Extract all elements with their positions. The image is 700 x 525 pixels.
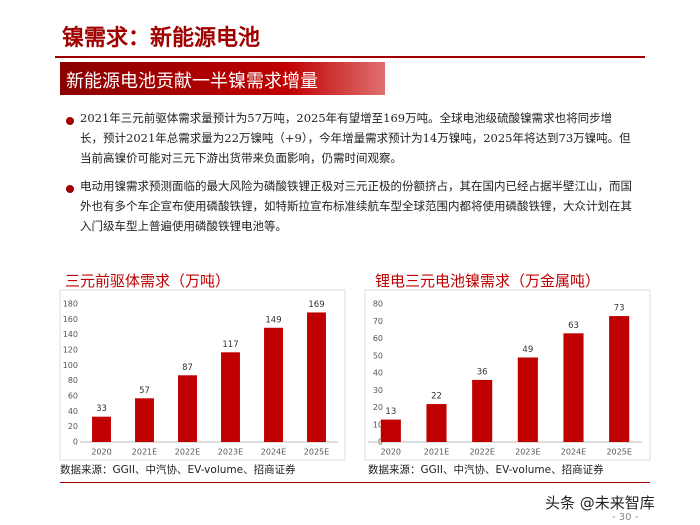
value-label: 49 <box>522 345 533 355</box>
y-tick-label: 80 <box>68 376 78 385</box>
page-title: 镍需求：新能源电池 <box>62 26 261 51</box>
bar <box>609 316 630 442</box>
y-tick-label: 20 <box>68 422 78 431</box>
y-tick-label: 0 <box>73 438 78 447</box>
bar <box>264 327 283 442</box>
y-tick-label: 180 <box>63 300 78 309</box>
x-tick-label: 2025E <box>304 448 329 457</box>
watermark: 头条 @未来智库 <box>545 494 655 512</box>
y-tick-label: 40 <box>68 407 78 416</box>
y-tick-label: 30 <box>373 386 383 395</box>
y-tick-label: 80 <box>373 300 383 309</box>
bullet-text: 电动用镍需求预测面临的最大风险为磷酸铁锂正极对三元正极的份额挤占，其在国内已经占… <box>80 179 632 233</box>
y-tick-label: 50 <box>373 351 383 360</box>
bar <box>380 419 401 442</box>
x-tick-label: 2020 <box>91 448 111 457</box>
y-tick-label: 20 <box>373 403 383 412</box>
y-tick-label: 120 <box>63 346 78 355</box>
bullet-text: 2021年三元前驱体需求量预计为57万吨，2025年有望增至169万吨。全球电池… <box>80 111 631 165</box>
bar <box>92 416 111 442</box>
value-label: 57 <box>139 386 150 396</box>
y-tick-label: 60 <box>373 334 383 343</box>
value-label: 36 <box>477 367 488 377</box>
y-tick-label: 140 <box>63 330 78 339</box>
value-label: 33 <box>96 404 107 414</box>
x-tick-label: 2021E <box>424 448 449 457</box>
chart-frame <box>59 289 346 461</box>
y-tick-label: 100 <box>63 361 78 370</box>
bar <box>517 357 538 442</box>
y-tick-label: 60 <box>68 392 78 401</box>
x-tick-label: 2025E <box>606 448 631 457</box>
value-label: 73 <box>614 304 625 314</box>
chart-title: 锂电三元电池镍需求（万金属吨） <box>375 272 601 290</box>
value-label: 13 <box>385 407 396 417</box>
value-label: 149 <box>265 315 281 325</box>
y-tick-label: 70 <box>373 317 383 326</box>
x-tick-label: 2022E <box>469 448 494 457</box>
bar <box>135 398 154 442</box>
bar <box>563 333 584 442</box>
value-label: 117 <box>222 340 238 350</box>
value-label: 63 <box>568 321 579 331</box>
title-rule <box>55 56 645 58</box>
bullet-dot <box>66 117 74 125</box>
bar <box>178 375 197 442</box>
x-tick-label: 2021E <box>132 448 157 457</box>
bullet-dot <box>66 185 74 193</box>
x-tick-label: 2022E <box>175 448 200 457</box>
x-tick-label: 2024E <box>561 448 586 457</box>
y-tick-label: 10 <box>373 420 383 429</box>
chart-frame <box>364 289 651 461</box>
x-tick-label: 2020 <box>381 448 401 457</box>
source: 数据来源：GGII、中汽协、EV-volume、招商证券 <box>60 464 296 476</box>
value-label: 22 <box>431 392 442 402</box>
y-tick-label: 160 <box>63 315 78 324</box>
x-tick-label: 2023E <box>515 448 540 457</box>
y-tick-label: 40 <box>373 369 383 378</box>
page-number: - 30 - <box>612 512 639 523</box>
value-label: 169 <box>308 300 324 310</box>
chart-title: 三元前驱体需求（万吨） <box>65 272 231 290</box>
value-label: 87 <box>182 363 193 373</box>
footer-rule <box>60 482 650 483</box>
bar <box>221 352 240 442</box>
banner <box>60 62 385 95</box>
bar <box>472 379 493 442</box>
source: 数据来源：GGII、中汽协、EV-volume、招商证券 <box>368 464 604 476</box>
bar <box>307 312 326 442</box>
bar <box>426 404 447 442</box>
x-tick-label: 2023E <box>218 448 243 457</box>
x-tick-label: 2024E <box>261 448 286 457</box>
banner-text: 新能源电池贡献一半镍需求增量 <box>66 71 318 92</box>
